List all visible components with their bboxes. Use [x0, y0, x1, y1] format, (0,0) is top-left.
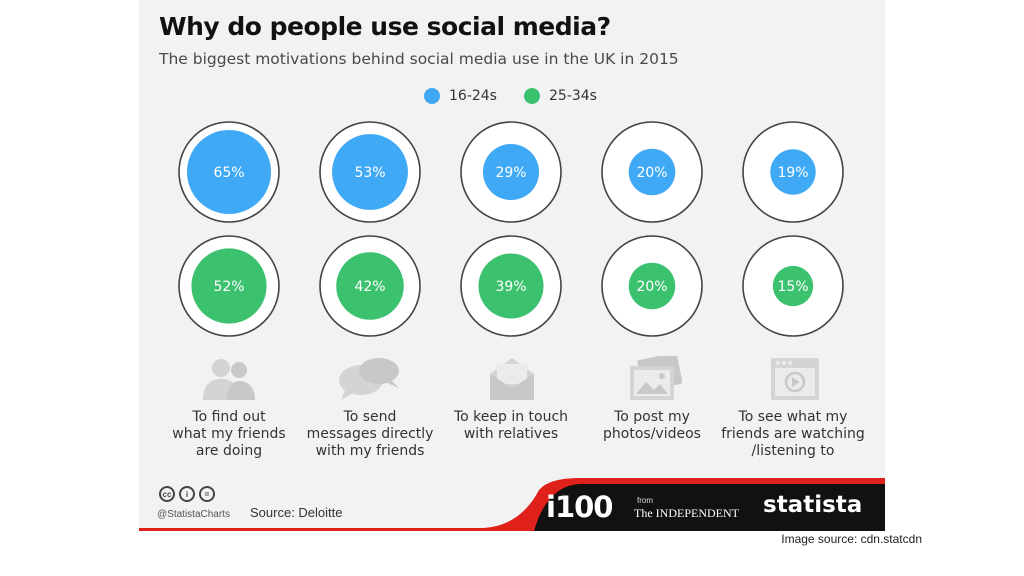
- infographic-card: Why do people use social media? The bigg…: [139, 0, 885, 531]
- bubble-value-label: 20%: [636, 165, 667, 181]
- bubble-value-label: 53%: [354, 165, 385, 181]
- legend-swatch-blue: [424, 88, 440, 104]
- bubble-16-24s-4: [628, 148, 676, 196]
- creative-commons-icon: cc: [159, 486, 175, 502]
- bubble-value-label: 29%: [495, 165, 526, 181]
- category-label-1: To find out what my friends are doing: [172, 409, 286, 459]
- statista-logo: statista: [763, 492, 863, 518]
- legend-label: 25-34s: [549, 88, 597, 104]
- bubble-25-34s-5: [772, 265, 814, 307]
- independent-logo: The INDEPENDENT: [634, 506, 739, 520]
- i100-logo: i100: [546, 490, 613, 524]
- legend-item-25-34s: 25-34s: [524, 86, 597, 106]
- from-text: from: [637, 496, 653, 505]
- bubble-value-label: 42%: [354, 279, 385, 295]
- photos-icon: [630, 356, 682, 400]
- attribution-icon: i: [179, 486, 195, 502]
- friends-icon: [203, 359, 255, 400]
- bubble-value-label: 39%: [495, 279, 526, 295]
- no-derivatives-icon: =: [199, 486, 215, 502]
- category-label-3: To keep in touch with relatives: [453, 409, 569, 442]
- bubble-value-label: 52%: [213, 279, 244, 295]
- bubble-16-24s-2: [332, 134, 408, 210]
- bubble-value-label: 65%: [213, 165, 244, 181]
- bubble-value-label: 20%: [636, 279, 667, 295]
- legend-label: 16-24s: [449, 88, 497, 104]
- bubble-value-label: 19%: [777, 165, 808, 181]
- chart-title: Why do people use social media?: [159, 12, 611, 41]
- legend-item-16-24s: 16-24s: [424, 86, 497, 106]
- category-label-5: To see what my friends are watching /lis…: [721, 409, 865, 459]
- legend-swatch-green: [524, 88, 540, 104]
- bubble-chart: 65% 53% 29% 20% 19% 52% 42% 39% 20% 15%: [178, 121, 844, 337]
- bubble-value-label: 15%: [777, 279, 808, 295]
- category-label-4: To post my photos/videos: [603, 409, 701, 442]
- footer-banner: [139, 478, 885, 531]
- bubble-25-34s-4: [628, 262, 676, 310]
- bubble-16-24s-3: [482, 143, 540, 201]
- bubble-16-24s-5: [770, 149, 816, 195]
- video-player-icon: [771, 358, 819, 400]
- bubble-16-24s-1: [187, 130, 271, 214]
- source-text: Source: Deloitte: [250, 505, 343, 520]
- statista-handle: @StatistaCharts: [157, 509, 230, 520]
- category-label-2: To send messages directly with my friend…: [306, 409, 434, 459]
- chart-subtitle: The biggest motivations behind social me…: [159, 50, 679, 68]
- envelope-icon: [490, 358, 534, 400]
- license-icons: cc i =: [159, 486, 215, 502]
- speech-bubbles-icon: [339, 358, 399, 400]
- bubble-25-34s-1: [191, 248, 267, 324]
- bubble-25-34s-2: [336, 252, 404, 320]
- image-source-caption: Image source: cdn.statcdn: [781, 532, 922, 546]
- bubble-25-34s-3: [478, 253, 544, 319]
